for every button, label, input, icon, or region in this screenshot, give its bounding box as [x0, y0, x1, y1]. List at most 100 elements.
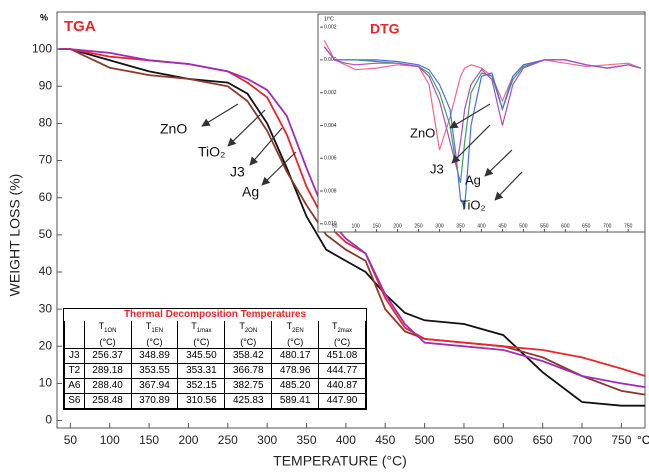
header-symbol: T: [331, 321, 338, 331]
header-symbol: T: [191, 321, 197, 331]
header-unit: (°C): [240, 336, 257, 347]
annotation: TiO₂: [460, 197, 486, 212]
y-tick-label: 0.010: [324, 221, 337, 227]
cell: 348.89: [130, 347, 179, 364]
y-tick-label: 30: [39, 301, 53, 315]
x-tick-label: 500: [415, 433, 435, 447]
cell: 447.90: [318, 392, 366, 409]
x-axis-label: TEMPERATURE (°C): [273, 453, 407, 469]
x-tick-label: 600: [493, 433, 513, 447]
y-tick-label: 90: [39, 78, 53, 92]
header-unit: (°C): [287, 336, 304, 347]
annotation: ZnO: [410, 125, 435, 140]
y-tick-label: 0.002: [324, 90, 337, 96]
x-tick-label: 400: [336, 433, 356, 447]
annotation: J3: [230, 164, 245, 180]
y-tick-label: 100: [32, 41, 52, 55]
header-subscript: 1EN: [151, 327, 164, 334]
cell: 353.31: [177, 362, 226, 379]
cell: 256.37: [83, 347, 132, 364]
x-tick-label: 450: [375, 433, 395, 447]
cell: 370.89: [130, 392, 179, 409]
column-header: T2EN (°C): [271, 321, 320, 349]
x-tick-label: 400: [477, 223, 486, 229]
data-line: [323, 39, 642, 151]
y-tick-label: 70: [39, 153, 53, 167]
x-tick-label: 250: [218, 433, 238, 447]
y-tick-label: 50: [39, 227, 53, 241]
data-table: Thermal Decomposition Temperatures T1ON(…: [63, 308, 367, 410]
header-subscript: 2EN: [292, 327, 304, 334]
annotation: Ag: [242, 184, 259, 200]
header-unit: (°C): [334, 336, 351, 347]
cell: 478.96: [271, 362, 320, 379]
header-unit: (°C): [193, 336, 210, 347]
data-line: [323, 46, 641, 167]
column-header: T1max (°C): [177, 321, 226, 349]
x-tick-label: 200: [178, 433, 198, 447]
header-symbol: T: [98, 321, 105, 331]
x-tick-label: 350: [456, 223, 465, 229]
header-subscript: 2ON: [244, 327, 258, 334]
arrow: [201, 103, 239, 127]
cell: 444.77: [318, 362, 366, 379]
y-axis-label: WEIGHT LOSS (%): [7, 174, 23, 297]
y-tick-label: 0: [45, 413, 52, 427]
arrow: [227, 109, 266, 147]
x-tick-label: 150: [372, 223, 381, 229]
x-tick-label: 650: [533, 433, 553, 447]
cell: 485.20: [271, 377, 320, 394]
cell: 353.55: [130, 362, 179, 379]
x-tick-label: 750: [611, 433, 631, 447]
header-unit: (°C): [99, 336, 116, 347]
x-unit: °C: [637, 433, 649, 447]
x-tick-label: 650: [582, 223, 591, 229]
cell: 367.94: [130, 377, 179, 394]
arrow: [249, 127, 283, 166]
row-label: J3: [64, 347, 85, 364]
y-tick-label: 20: [39, 338, 53, 352]
column-header: T1ON (°C): [83, 321, 132, 349]
arrow: [451, 124, 491, 164]
row-label: A6: [64, 377, 85, 394]
y-tick-label: 0.008: [324, 188, 337, 194]
x-tick-label: 500: [519, 223, 528, 229]
column-header: T2ON (°C): [224, 321, 273, 349]
annotation: ZnO: [160, 121, 187, 137]
y-unit: %: [40, 12, 48, 22]
cell: 358.42: [224, 347, 273, 364]
y-tick-label: 40: [39, 264, 53, 278]
cell: 352.15: [177, 377, 226, 394]
x-tick-label: 100: [100, 433, 120, 447]
column-header: T1EN (°C): [130, 321, 179, 349]
x-tick-label: 50: [64, 433, 78, 447]
cell: 310.56: [177, 392, 226, 409]
cell: 382.75: [224, 377, 273, 394]
table-title: Thermal Decomposition Temperatures: [123, 309, 307, 320]
x-tick-label: 350: [297, 433, 317, 447]
cell: 480.17: [271, 347, 320, 364]
annotation: TiO₂: [198, 144, 225, 160]
cell: 425.83: [224, 392, 273, 409]
y-tick-label: 10: [39, 376, 53, 390]
inset-title: DTG: [370, 21, 400, 37]
cell: 289.18: [83, 362, 132, 379]
table-row: J3 256.37 348.89 345.50 358.42 480.17 451.08: [64, 347, 366, 364]
y-tick-label: 0.004: [324, 123, 337, 129]
inset-y-unit: 1/°C: [324, 16, 334, 22]
cell: 451.08: [318, 347, 366, 364]
row-label: S6: [64, 392, 85, 409]
cell: 345.50: [177, 347, 226, 364]
header-symbol: T: [286, 321, 293, 331]
data-line: [58, 48, 646, 396]
x-tick-label: 700: [603, 223, 612, 229]
x-tick-label: 100: [351, 223, 360, 229]
cell: 440.87: [318, 377, 366, 394]
header-subscript: 1ON: [104, 327, 117, 334]
chart-title: TGA: [64, 18, 96, 35]
x-tick-label: 150: [139, 433, 159, 447]
cell: 589.41: [271, 392, 320, 409]
arrow: [494, 171, 523, 201]
